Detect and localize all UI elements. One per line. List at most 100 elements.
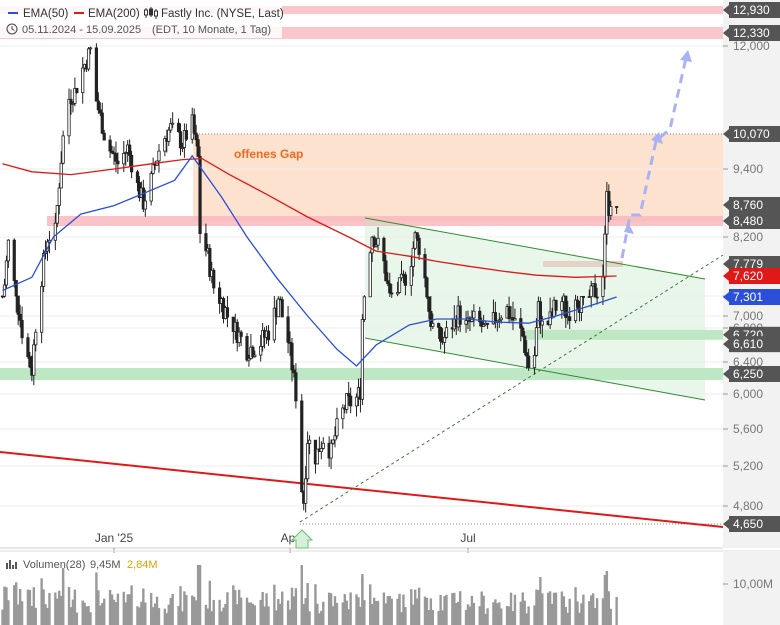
candle-body — [116, 160, 120, 165]
volume-bar — [163, 608, 167, 625]
candle-body — [6, 239, 10, 262]
candle-body — [71, 102, 75, 105]
candle-body — [130, 154, 134, 173]
volume-bar — [122, 591, 125, 625]
candle-body — [388, 283, 392, 294]
volume-bar — [478, 606, 481, 625]
candle-body — [108, 139, 112, 152]
volume-bar — [521, 592, 524, 625]
volume-bar — [509, 592, 513, 625]
candle-body — [251, 346, 255, 357]
volume-bar — [548, 591, 552, 625]
volume-bar — [48, 592, 51, 625]
resistance-zone-8480 — [47, 216, 723, 226]
candle-body — [163, 138, 167, 152]
volume-bar — [294, 588, 298, 625]
level-label-pointer — [723, 292, 729, 302]
volume-bar — [226, 592, 229, 625]
volume-bar — [232, 585, 235, 625]
channel-lower-line — [364, 337, 706, 401]
volume-bar — [533, 605, 536, 625]
candle-body — [157, 150, 161, 162]
volume-bar — [198, 565, 202, 625]
candle-body — [335, 418, 339, 437]
candle-body — [198, 155, 202, 235]
volume-title: Volumen(28) — [23, 559, 85, 571]
volume-bar — [222, 607, 225, 625]
volume-bar — [181, 611, 184, 625]
volume-bar — [292, 596, 296, 625]
volume-bar — [83, 602, 86, 625]
candle-body — [397, 277, 402, 293]
candle-body — [218, 287, 222, 304]
candle-body — [499, 317, 503, 321]
candle-body — [67, 98, 71, 137]
projection-arrowhead — [680, 50, 692, 62]
candle-body — [525, 352, 529, 357]
volume-bar — [398, 593, 401, 625]
volume-value-1: 9,45M — [90, 559, 121, 571]
volume-bar — [590, 595, 593, 625]
candle-body — [485, 322, 490, 325]
candle-body — [374, 244, 378, 248]
candle-body — [413, 232, 417, 249]
volume-bar — [359, 606, 362, 625]
volume-bar — [343, 594, 346, 625]
volume-bar — [595, 598, 599, 625]
volume-bar — [302, 603, 305, 625]
candle-body — [595, 296, 599, 299]
candle-body — [409, 266, 413, 286]
volume-bar — [539, 577, 542, 625]
level-label-bg — [729, 197, 780, 213]
volume-bar — [417, 587, 421, 625]
volume-bars — [1, 565, 618, 625]
volume-bar — [609, 608, 612, 625]
candle-body — [437, 323, 441, 328]
level-label-pointer — [723, 329, 729, 340]
candle-body — [259, 345, 263, 356]
volume-bar — [101, 603, 104, 625]
level-label-bg — [729, 289, 780, 305]
candle-body — [575, 299, 580, 308]
candle-body — [395, 292, 400, 295]
level-label-pointer — [723, 129, 729, 139]
volume-bar — [437, 611, 440, 625]
candle-body — [178, 131, 183, 149]
volume-bar — [280, 591, 284, 625]
candle-body — [128, 144, 132, 156]
volume-bar — [468, 606, 472, 625]
candle-body — [88, 47, 93, 50]
candle-body — [507, 306, 511, 320]
volume-bar — [361, 574, 364, 625]
volume-bar — [357, 597, 360, 625]
candle-body — [114, 153, 118, 162]
level-label-pointer — [723, 259, 729, 269]
volume-bar — [500, 608, 503, 625]
volume-bar — [322, 601, 325, 625]
candle-body — [464, 320, 468, 325]
volume-bar — [192, 596, 196, 625]
candle-body — [513, 318, 517, 321]
candle-body — [100, 112, 104, 134]
candle-body — [399, 273, 404, 279]
candle-body — [472, 310, 476, 319]
volume-bar — [40, 578, 43, 625]
volume-bar — [30, 605, 34, 625]
volume-bar — [588, 601, 591, 625]
volume-bar — [59, 595, 63, 625]
candle-body — [20, 319, 24, 339]
level-label: 12,930 — [733, 3, 770, 17]
candle-body — [141, 187, 145, 210]
volume-bar — [239, 597, 243, 625]
candle-body — [521, 327, 525, 337]
volume-bar — [593, 608, 597, 625]
candle-body — [403, 274, 408, 286]
candle-body — [564, 295, 568, 318]
volume-bar — [273, 584, 276, 625]
candle-body — [69, 98, 73, 105]
level-label-pointer — [723, 216, 729, 226]
projection-arrow — [620, 50, 692, 259]
volume-bar — [20, 601, 24, 625]
x-tick-label: Jul — [460, 531, 475, 545]
candle-body — [53, 222, 57, 241]
